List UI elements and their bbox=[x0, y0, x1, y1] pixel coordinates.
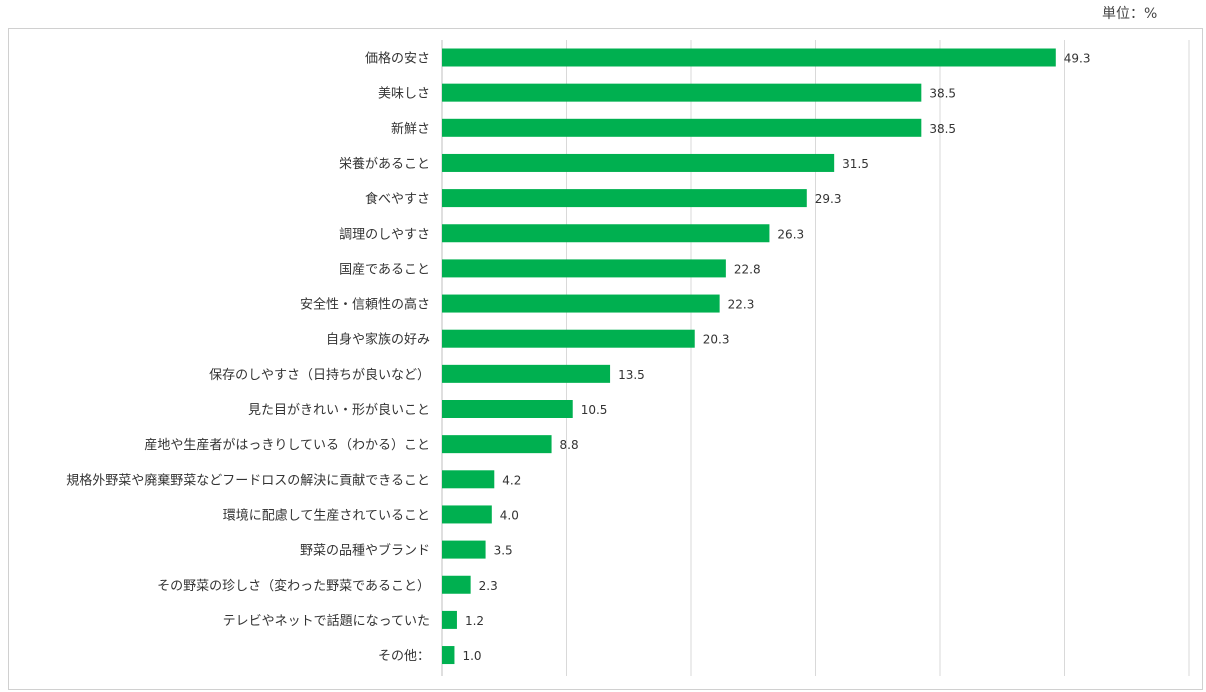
bar bbox=[442, 83, 922, 102]
bar bbox=[442, 364, 611, 383]
bar bbox=[442, 224, 770, 243]
value-label: 22.3 bbox=[728, 298, 755, 312]
bar bbox=[442, 329, 695, 348]
category-label: 見た目がきれい・形が良いこと bbox=[248, 402, 430, 418]
category-label: 保存のしやすさ（日持ちが良いなど） bbox=[209, 367, 430, 383]
category-label: 規格外野菜や廃棄野菜などフードロスの解決に貢献できること bbox=[66, 472, 430, 488]
category-label: 食べやすさ bbox=[365, 191, 430, 207]
bar bbox=[442, 189, 807, 208]
bar bbox=[442, 153, 835, 172]
value-label: 26.3 bbox=[777, 227, 804, 241]
chart-frame bbox=[8, 28, 1203, 690]
category-label: 新鮮さ bbox=[391, 121, 430, 137]
value-label: 13.5 bbox=[618, 368, 645, 382]
bar bbox=[442, 470, 495, 489]
bar bbox=[442, 505, 492, 524]
value-label: 4.2 bbox=[502, 473, 521, 487]
unit-label: 単位：% bbox=[1102, 6, 1158, 22]
category-label: 環境に配慮して生産されていること bbox=[223, 507, 430, 523]
value-label: 31.5 bbox=[842, 157, 869, 171]
value-label: 2.3 bbox=[479, 579, 498, 593]
bar bbox=[442, 48, 1056, 67]
value-label: 1.0 bbox=[462, 649, 481, 663]
bar bbox=[442, 646, 455, 665]
value-label: 8.8 bbox=[560, 438, 579, 452]
category-label: その野菜の珍しさ（変わった野菜であること） bbox=[157, 578, 430, 594]
category-label: 調理のしやすさ bbox=[339, 227, 430, 242]
value-label: 29.3 bbox=[815, 192, 842, 206]
category-label: 自身や家族の好み bbox=[326, 332, 430, 348]
value-label: 22.8 bbox=[734, 262, 761, 276]
bar bbox=[442, 435, 552, 454]
value-label: 10.5 bbox=[581, 403, 608, 417]
bar bbox=[442, 118, 922, 137]
value-label: 1.2 bbox=[465, 614, 484, 628]
category-label: 栄養があること bbox=[339, 156, 430, 172]
bar bbox=[442, 540, 486, 559]
bar bbox=[442, 610, 457, 629]
category-label: テレビやネットで話題になっていた bbox=[223, 613, 430, 629]
category-label: 美味しさ bbox=[378, 87, 430, 102]
bar bbox=[442, 294, 720, 313]
category-label: 産地や生産者がはっきりしている（わかる）こと bbox=[144, 437, 430, 453]
bar bbox=[442, 259, 726, 278]
category-label: 国産であること bbox=[339, 261, 430, 277]
value-label: 49.3 bbox=[1064, 52, 1091, 66]
value-label: 4.0 bbox=[500, 508, 519, 522]
bar bbox=[442, 400, 573, 418]
category-label: 安全性・信頼性の高さ bbox=[300, 297, 430, 313]
value-label: 20.3 bbox=[703, 333, 730, 347]
category-label: その他： bbox=[378, 649, 430, 664]
category-label: 野菜の品種やブランド bbox=[300, 543, 430, 559]
category-label: 価格の安さ bbox=[365, 51, 430, 67]
value-label: 3.5 bbox=[494, 544, 513, 558]
value-label: 38.5 bbox=[929, 87, 956, 101]
value-label: 38.5 bbox=[929, 122, 956, 136]
bar bbox=[442, 575, 471, 594]
